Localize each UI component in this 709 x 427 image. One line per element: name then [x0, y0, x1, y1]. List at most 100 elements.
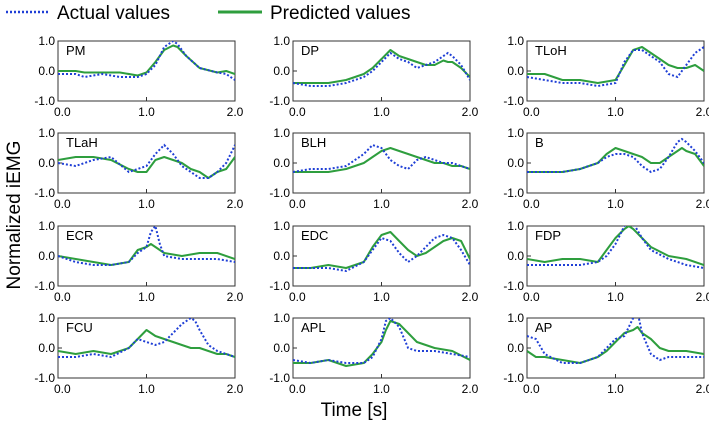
series-predicted-apl: [293, 320, 470, 367]
series-actual-edc: [293, 233, 470, 273]
y-tick-label: 0.0: [38, 341, 55, 355]
x-tick-label: 2.0: [696, 382, 709, 396]
x-tick-label: 2.0: [462, 290, 479, 304]
series-actual-pm: [58, 41, 235, 81]
series-predicted-tlah: [58, 156, 235, 179]
legend-label-predicted: Predicted values: [270, 3, 410, 24]
series-predicted-fdp: [527, 226, 704, 266]
series-predicted-fcu: [58, 329, 235, 358]
x-tick-label: 1.0: [373, 197, 390, 211]
panel-title: AP: [535, 320, 552, 335]
x-tick-label: 0.0: [289, 290, 306, 304]
series-predicted-tloh: [527, 46, 704, 84]
x-tick-label: 2.0: [227, 382, 244, 396]
panel-frame: [526, 132, 705, 194]
y-tick-label: 0.0: [273, 64, 290, 78]
x-tick-label: 0.0: [54, 197, 71, 211]
x-tick-label: 1.0: [607, 382, 624, 396]
x-tick-label: 0.0: [54, 105, 71, 119]
y-axis-label: Normalized iEMG: [4, 141, 25, 290]
x-tick-label: 2.0: [462, 197, 479, 211]
y-tick-label: 1.0: [273, 219, 290, 233]
series-predicted-blh: [293, 147, 470, 173]
series-predicted-b: [527, 147, 704, 173]
y-tick-label: 0.0: [273, 156, 290, 170]
x-tick-label: 2.0: [227, 290, 244, 304]
y-tick-label: 1.0: [38, 311, 55, 325]
x-axis-label: Time [s]: [321, 400, 388, 421]
x-tick-label: 2.0: [227, 105, 244, 119]
panel-title: B: [535, 135, 544, 150]
panel-title: DP: [301, 43, 319, 58]
x-tick-label: 1.0: [607, 197, 624, 211]
legend-label-actual: Actual values: [57, 3, 170, 24]
y-tick-label: 1.0: [507, 219, 524, 233]
y-tick-label: -1.0: [503, 371, 524, 385]
y-tick-label: -1.0: [34, 371, 55, 385]
panel-title: EDC: [301, 228, 328, 243]
y-tick-label: 1.0: [38, 34, 55, 48]
panel-ap: 0.01.02.01.00.0-1.0AP: [503, 311, 709, 396]
y-tick-label: 1.0: [273, 311, 290, 325]
y-tick-label: -1.0: [503, 279, 524, 293]
series-actual-b: [527, 137, 704, 174]
x-tick-label: 1.0: [373, 382, 390, 396]
y-tick-label: 1.0: [507, 34, 524, 48]
x-tick-label: 0.0: [523, 197, 540, 211]
panel-b: 0.01.02.01.00.0-1.0B: [503, 126, 709, 211]
y-tick-label: -1.0: [503, 94, 524, 108]
series-actual-fdp: [527, 226, 704, 269]
x-tick-label: 2.0: [696, 290, 709, 304]
series-actual-ap: [527, 318, 704, 364]
x-tick-label: 1.0: [607, 290, 624, 304]
x-tick-label: 0.0: [289, 382, 306, 396]
y-tick-label: -1.0: [503, 186, 524, 200]
x-tick-label: 0.0: [54, 382, 71, 396]
x-tick-label: 1.0: [373, 290, 390, 304]
panel-title: FDP: [535, 228, 561, 243]
y-tick-label: 0.0: [38, 156, 55, 170]
panel-frame: [526, 317, 705, 379]
panel-title: FCU: [66, 320, 93, 335]
legend: Actual values Predicted values: [6, 3, 410, 24]
x-tick-label: 1.0: [138, 197, 155, 211]
x-tick-label: 0.0: [289, 197, 306, 211]
y-tick-label: -1.0: [269, 186, 290, 200]
y-tick-label: -1.0: [34, 279, 55, 293]
panel-title: APL: [301, 320, 326, 335]
y-tick-label: 0.0: [38, 249, 55, 263]
series-predicted-dp: [293, 49, 470, 84]
x-tick-label: 2.0: [462, 105, 479, 119]
x-tick-label: 0.0: [523, 105, 540, 119]
y-tick-label: 1.0: [38, 219, 55, 233]
y-tick-label: 0.0: [507, 64, 524, 78]
y-tick-label: 0.0: [273, 249, 290, 263]
y-tick-label: -1.0: [269, 371, 290, 385]
y-tick-label: 1.0: [38, 126, 55, 140]
x-tick-label: 2.0: [696, 105, 709, 119]
panel-pm: 0.0 1.0 2.01.00.0-1.0PM: [34, 34, 243, 119]
panel-title: ECR: [66, 228, 93, 243]
y-tick-label: 0.0: [507, 156, 524, 170]
series-actual-tlah: [58, 143, 235, 179]
y-tick-label: -1.0: [269, 279, 290, 293]
x-tick-label: 2.0: [462, 382, 479, 396]
x-tick-label: 1.0: [138, 105, 155, 119]
y-tick-label: 1.0: [507, 126, 524, 140]
panel-title: TLoH: [535, 43, 567, 58]
series-predicted-ap: [527, 326, 704, 364]
x-tick-label: 2.0: [227, 197, 244, 211]
panel-title: BLH: [301, 135, 326, 150]
x-tick-label: 2.0: [696, 197, 709, 211]
series-predicted-ecr: [58, 243, 235, 266]
y-tick-label: 1.0: [273, 126, 290, 140]
y-tick-label: -1.0: [269, 94, 290, 108]
x-tick-label: 0.0: [289, 105, 306, 119]
x-tick-label: 0.0: [523, 290, 540, 304]
